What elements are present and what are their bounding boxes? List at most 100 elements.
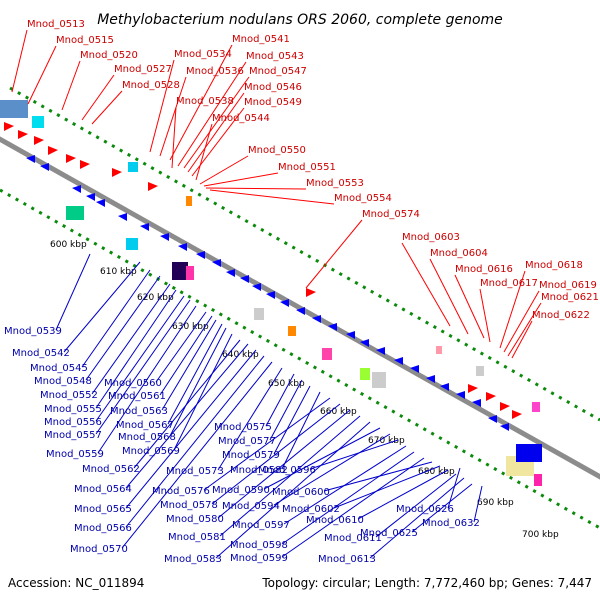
forward-labels: Mnod_0513Mnod_0515Mnod_0520Mnod_0527Mnod… — [27, 19, 599, 321]
label-line-mnod-0562 — [133, 339, 241, 469]
label-mnod-0583: Mnod_0583 — [164, 554, 222, 565]
label-mnod-0555: Mnod_0555 — [44, 404, 102, 415]
label-line-mnod-0602 — [333, 465, 441, 509]
label-mnod-0549: Mnod_0549 — [244, 97, 302, 108]
label-line-mnod-0604 — [429, 258, 469, 335]
reverse-gene — [160, 233, 169, 241]
reverse-gene — [426, 375, 435, 383]
label-line-mnod-0513 — [11, 29, 28, 93]
label-mnod-0603: Mnod_0603 — [402, 232, 460, 243]
label-line-mnod-0528 — [91, 90, 123, 125]
gene-block — [128, 162, 138, 172]
label-line-mnod-0619 — [503, 290, 540, 353]
label-line-mnod-0560 — [155, 311, 207, 383]
label-line-mnod-0583 — [215, 421, 371, 559]
label-line-mnod-0556 — [95, 295, 185, 422]
label-mnod-0557: Mnod_0557 — [44, 430, 102, 441]
gene-block — [516, 444, 542, 462]
label-line-mnod-0622 — [511, 320, 533, 359]
label-line-mnod-0541 — [169, 44, 233, 161]
label-line-mnod-0544 — [195, 123, 213, 181]
label-mnod-0561: Mnod_0561 — [108, 391, 166, 402]
label-mnod-0562: Mnod_0562 — [82, 464, 140, 475]
reverse-gene — [212, 259, 221, 267]
forward-gene — [48, 146, 58, 155]
kbp-tick-620-kbp: 620 kbp — [137, 293, 174, 303]
label-mnod-0570: Mnod_0570 — [70, 544, 128, 555]
label-mnod-0599: Mnod_0599 — [230, 553, 288, 564]
label-mnod-0569: Mnod_0569 — [122, 446, 180, 457]
label-line-mnod-0536 — [159, 76, 187, 157]
reverse-gene — [500, 423, 509, 431]
label-mnod-0553: Mnod_0553 — [306, 178, 364, 189]
label-mnod-0543: Mnod_0543 — [246, 51, 304, 62]
label-line-mnod-0617 — [479, 288, 491, 343]
reverse-gene — [266, 291, 275, 299]
gene-block — [288, 326, 296, 336]
label-mnod-0541: Mnod_0541 — [232, 34, 290, 45]
reverse-gene — [456, 391, 465, 399]
label-mnod-0604: Mnod_0604 — [430, 248, 488, 259]
label-line-mnod-0567 — [167, 323, 223, 425]
forward-gene — [512, 410, 522, 419]
kbp-tick-600-kbp: 600 kbp — [50, 240, 87, 250]
label-mnod-0622: Mnod_0622 — [532, 310, 590, 321]
label-line-mnod-0611 — [375, 473, 457, 538]
label-mnod-0621: Mnod_0621 — [541, 292, 599, 303]
label-line-mnod-0564 — [125, 343, 249, 489]
label-line-mnod-0555 — [95, 289, 177, 409]
label-line-mnod-0552 — [91, 283, 171, 395]
label-line-mnod-0625 — [411, 483, 473, 533]
label-line-mnod-0520 — [61, 60, 81, 111]
label-mnod-0626: Mnod_0626 — [396, 504, 454, 515]
label-line-mnod-0527 — [81, 74, 115, 121]
label-line-mnod-0545 — [81, 269, 151, 368]
label-mnod-0632: Mnod_0632 — [422, 518, 480, 529]
label-line-mnod-0570 — [121, 361, 273, 549]
forward-gene — [468, 384, 478, 393]
reverse-gene — [86, 193, 95, 201]
label-mnod-0551: Mnod_0551 — [278, 162, 336, 173]
label-line-mnod-0534 — [149, 59, 175, 153]
track-outer-dotted — [9, 86, 600, 422]
label-mnod-0539: Mnod_0539 — [4, 326, 62, 337]
label-line-mnod-0569 — [173, 333, 233, 451]
label-line-mnod-0575 — [265, 373, 295, 427]
label-mnod-0559: Mnod_0559 — [46, 449, 104, 460]
label-line-mnod-0566 — [125, 355, 265, 528]
label-mnod-0578: Mnod_0578 — [160, 500, 218, 511]
reverse-gene — [240, 275, 249, 283]
label-mnod-0538: Mnod_0538 — [176, 96, 234, 107]
label-mnod-0565: Mnod_0565 — [74, 504, 132, 515]
forward-gene — [80, 160, 90, 169]
forward-gene — [148, 182, 158, 191]
label-line-mnod-0573 — [217, 367, 283, 471]
genome-summary: Topology: circular; Length: 7,772,460 bp… — [261, 576, 592, 590]
label-mnod-0520: Mnod_0520 — [80, 50, 138, 61]
kbp-tick-690-kbp: 690 kbp — [477, 498, 514, 508]
label-mnod-0560: Mnod_0560 — [104, 378, 162, 389]
reverse-gene — [394, 357, 403, 365]
label-mnod-0556: Mnod_0556 — [44, 417, 102, 428]
forward-gene — [306, 288, 316, 297]
reverse-gene — [140, 223, 149, 231]
label-line-mnod-0577 — [269, 379, 303, 441]
label-mnod-0567: Mnod_0567 — [116, 420, 174, 431]
reverse-gene — [96, 199, 105, 207]
label-line-mnod-0610 — [357, 469, 449, 520]
label-line-mnod-0546 — [187, 92, 245, 173]
accession: Accession: NC_011894 — [8, 576, 144, 590]
label-line-mnod-0578 — [211, 403, 341, 505]
label-mnod-0552: Mnod_0552 — [40, 390, 98, 401]
kbp-tick-650-kbp: 650 kbp — [268, 379, 305, 389]
reverse-gene — [472, 399, 481, 407]
kbp-tick-670-kbp: 670 kbp — [368, 436, 405, 446]
forward-gene — [500, 402, 510, 411]
forward-gene — [34, 136, 44, 145]
label-line-mnod-0551 — [203, 172, 279, 187]
label-mnod-0563: Mnod_0563 — [110, 406, 168, 417]
features — [0, 100, 542, 486]
label-mnod-0550: Mnod_0550 — [248, 145, 306, 156]
label-line-mnod-0538 — [171, 106, 177, 169]
